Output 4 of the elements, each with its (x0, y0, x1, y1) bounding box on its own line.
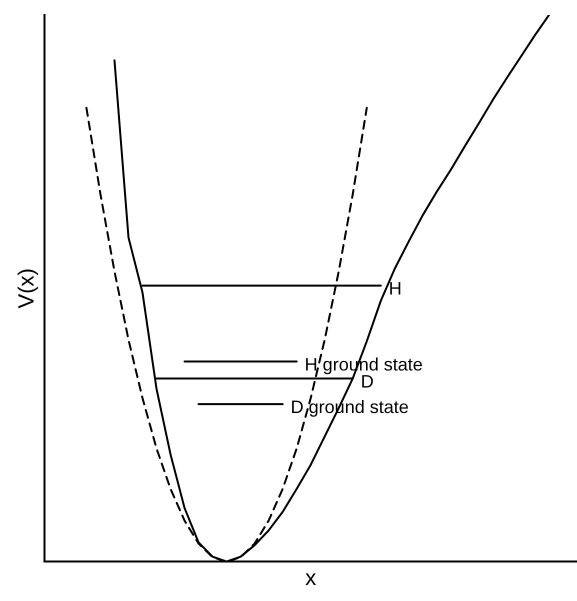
series-label: D (360, 371, 374, 392)
y-axis-title: V(x) (13, 268, 38, 308)
series-label: H (388, 278, 402, 299)
x-axis-title: x (305, 564, 316, 590)
